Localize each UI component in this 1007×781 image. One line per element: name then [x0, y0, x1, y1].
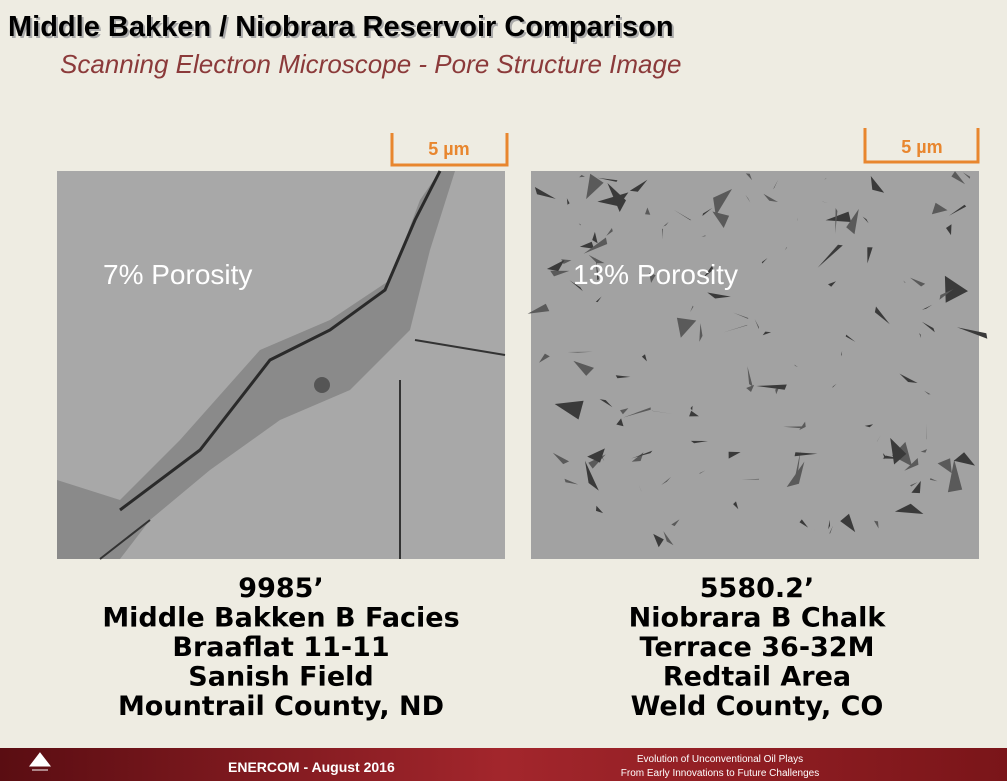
footer-left: ENERCOM - August 2016 — [228, 759, 395, 775]
caption-line: Middle Bakken B Facies — [102, 603, 459, 634]
caption-line: Sanish Field — [188, 662, 373, 693]
caption-line: Terrace 36-32M — [640, 632, 875, 663]
porosity-label: 7% Porosity — [103, 259, 252, 290]
footer-right: From Early Innovations to Future Challen… — [621, 768, 819, 779]
scale-label: 5 µm — [901, 137, 942, 157]
porosity-label: 13% Porosity — [573, 259, 738, 290]
subtitle: Scanning Electron Microscope - Pore Stru… — [60, 49, 681, 79]
caption-line: Braaflat 11-11 — [172, 632, 389, 663]
sem-image — [57, 170, 506, 560]
scale-label: 5 µm — [428, 139, 469, 159]
caption-line: Weld County, CO — [631, 691, 884, 722]
logo — [28, 752, 52, 771]
caption-line: Niobrara B Chalk — [629, 603, 887, 634]
caption-line: Mountrail County, ND — [118, 691, 444, 722]
sem-image — [527, 171, 988, 559]
caption-line: Redtail Area — [663, 662, 851, 693]
caption-line: 9985’ — [238, 573, 323, 604]
footer-band — [0, 748, 1007, 781]
title-shadow: Middle Bakken / Niobrara Reservoir Compa… — [10, 13, 676, 45]
caption-line: 5580.2’ — [700, 573, 814, 604]
scale-bar — [390, 128, 980, 167]
footer-right: Evolution of Unconventional Oil Plays — [637, 754, 803, 765]
title: Middle Bakken / Niobrara Reservoir Compa… — [8, 11, 674, 43]
